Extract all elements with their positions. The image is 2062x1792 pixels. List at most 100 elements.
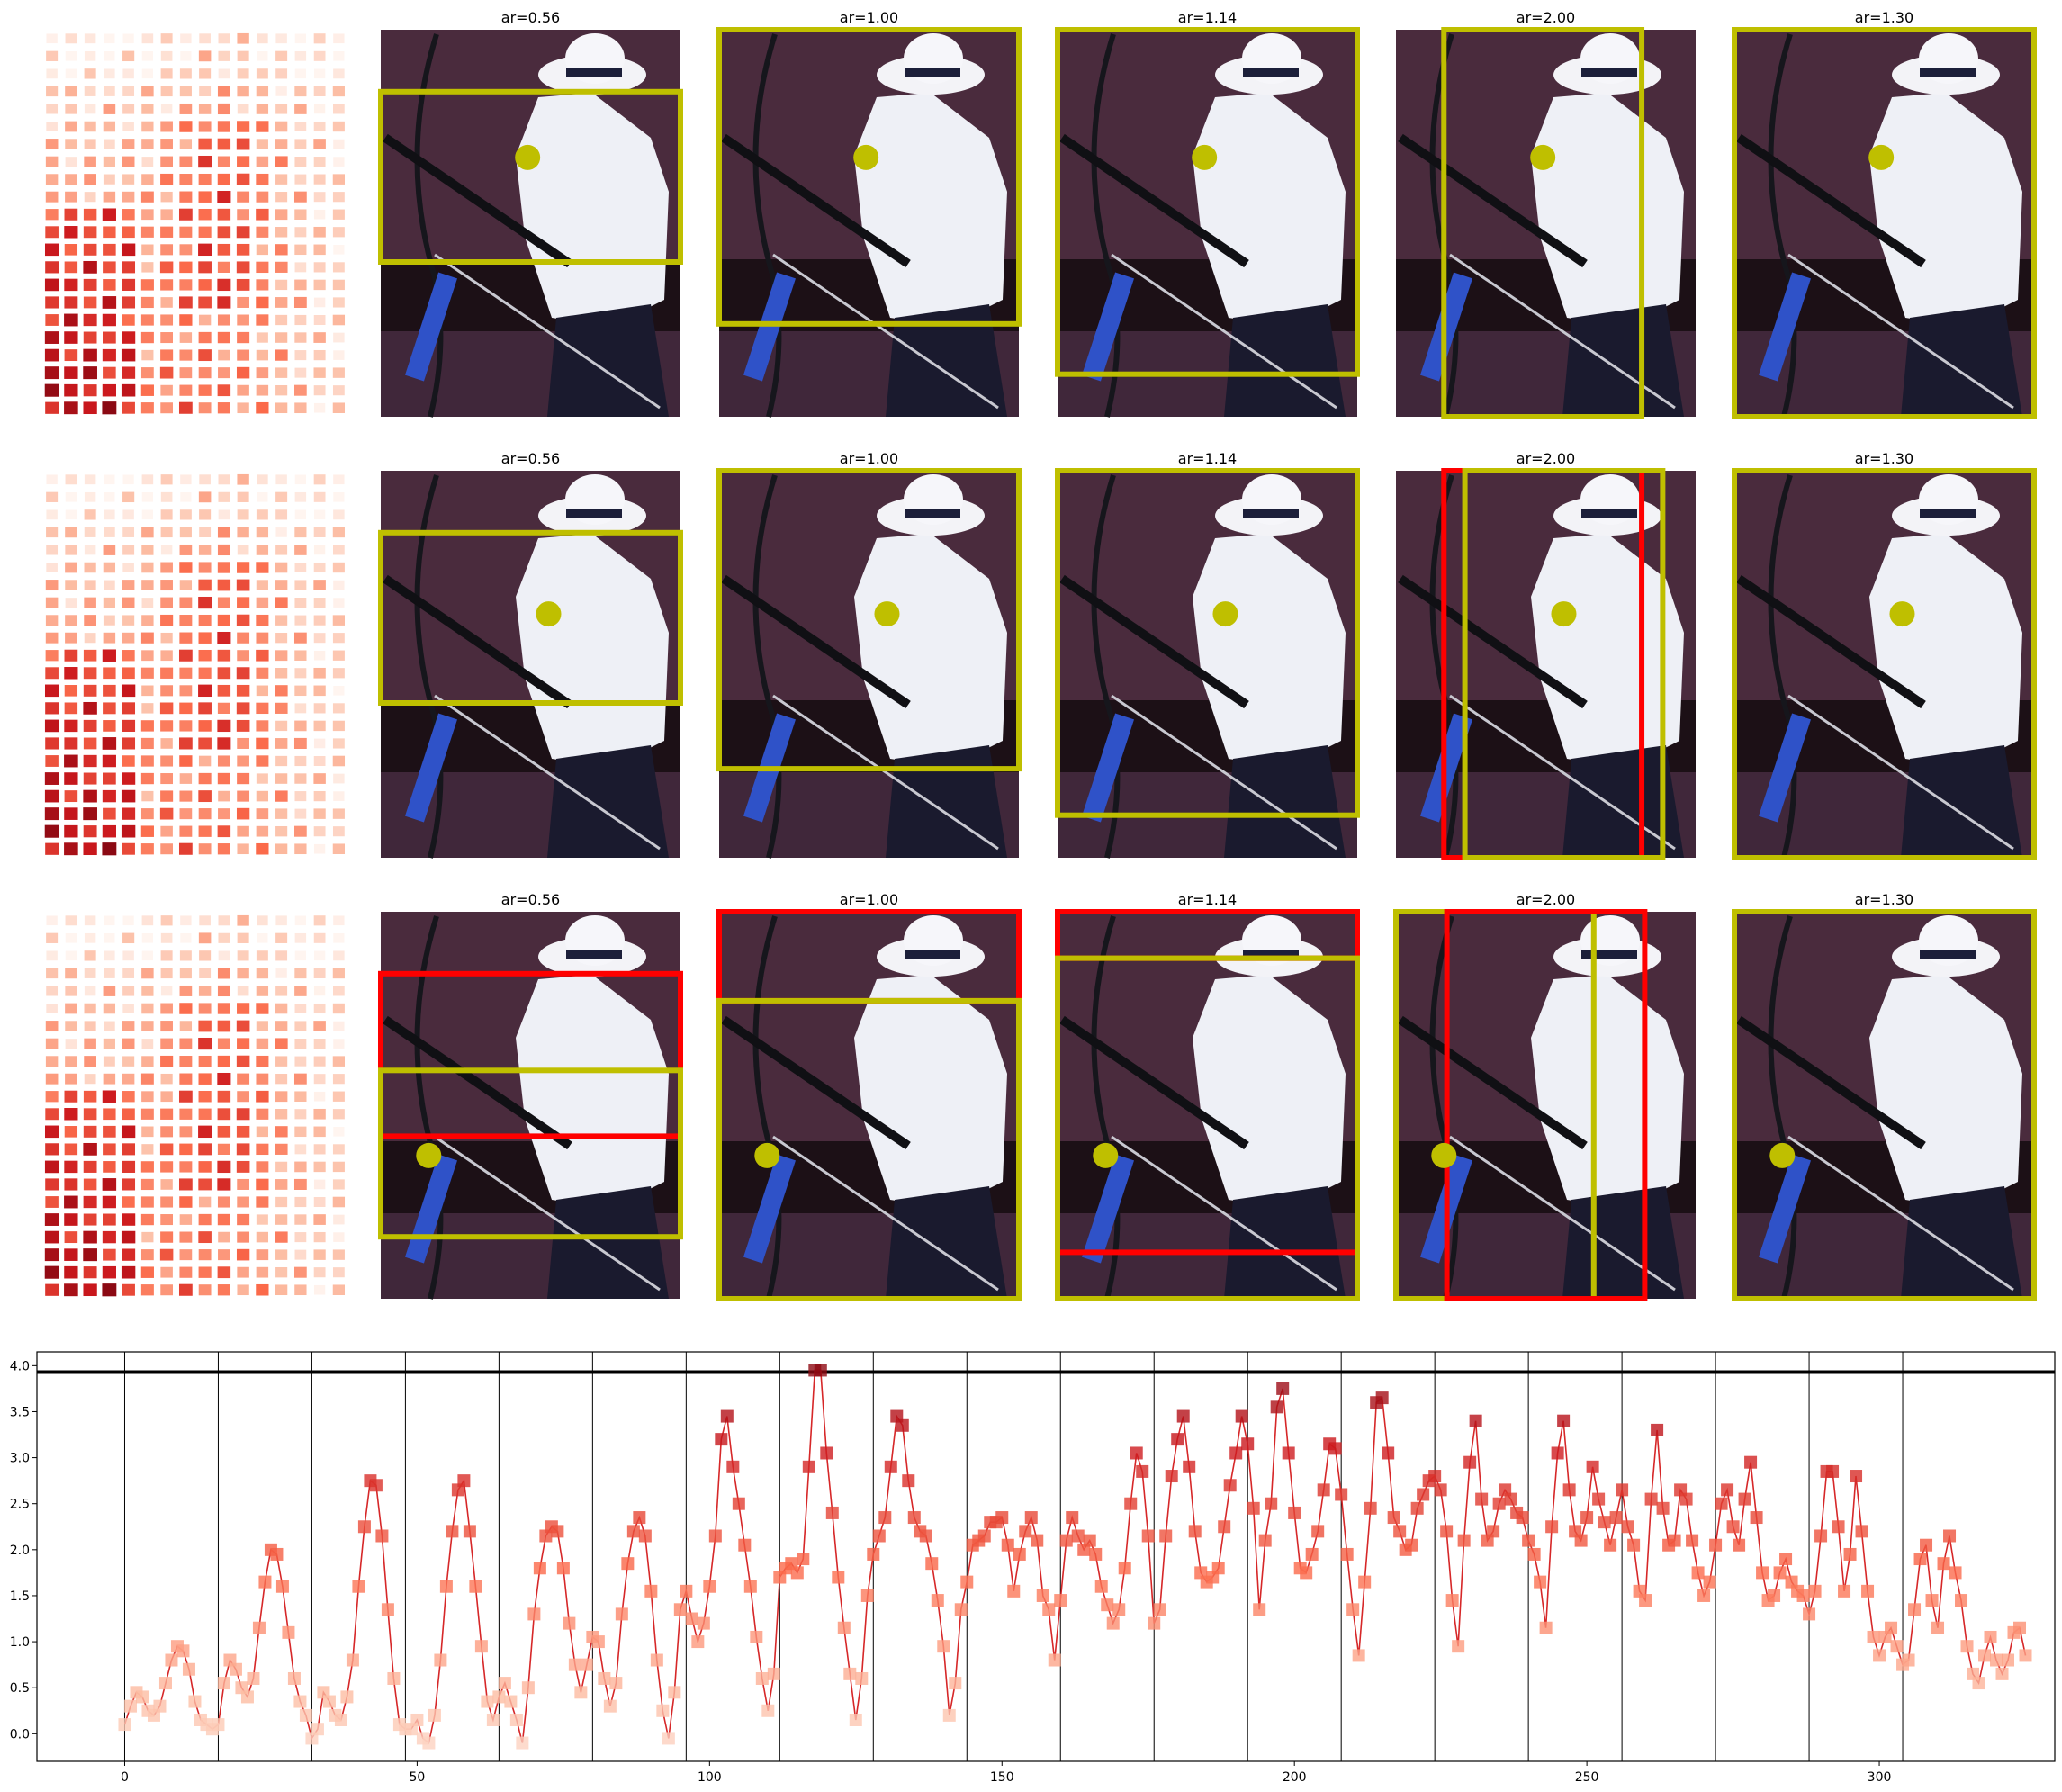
- data-point: [1013, 1547, 1026, 1561]
- anchor-marker: [1093, 1142, 1119, 1168]
- heatmap-cell: [237, 314, 249, 326]
- heatmap-cell: [294, 279, 307, 291]
- heatmap-cell: [160, 1038, 173, 1049]
- heatmap-cell: [121, 383, 136, 397]
- data-point: [1686, 1534, 1699, 1547]
- heatmap-cell: [256, 226, 269, 238]
- heatmap-cell: [104, 51, 115, 61]
- heatmap-cell: [65, 174, 77, 185]
- heatmap-cell: [333, 509, 345, 520]
- anchor-marker: [754, 1142, 780, 1168]
- heatmap-cell: [64, 824, 78, 838]
- heatmap-cell: [256, 562, 269, 573]
- data-point: [790, 1566, 804, 1580]
- heatmap-cell: [237, 104, 249, 114]
- heatmap-cell: [256, 755, 269, 767]
- heatmap-cell: [294, 350, 307, 361]
- heatmap-cell: [198, 50, 212, 62]
- heatmap-cell: [313, 1056, 326, 1067]
- bow-grip: [404, 272, 458, 382]
- y-tick-label: 4.0: [10, 1359, 30, 1373]
- heatmap-cell: [275, 121, 288, 132]
- heatmap-cell: [103, 597, 115, 608]
- heatmap-cell: [294, 332, 307, 343]
- heatmap-cell: [256, 1126, 269, 1138]
- data-point: [697, 1616, 710, 1630]
- heatmap-cell: [256, 1090, 269, 1103]
- heatmap-cell: [218, 932, 230, 943]
- heatmap-cell: [44, 824, 59, 838]
- heatmap-cell: [179, 615, 193, 626]
- heatmap-cell: [275, 668, 288, 679]
- panel-title: ar=1.00: [840, 450, 898, 467]
- heatmap-cell: [294, 598, 307, 608]
- hat-band: [1243, 68, 1299, 77]
- data-point: [2002, 1653, 2015, 1667]
- heatmap-cell: [275, 1179, 288, 1190]
- heatmap-cell: [217, 208, 231, 221]
- heatmap-cell: [237, 156, 250, 167]
- heatmap-cell: [313, 1214, 326, 1225]
- heatmap-cell: [140, 1108, 154, 1120]
- data-point: [919, 1529, 932, 1543]
- heatmap-cell: [46, 932, 59, 943]
- heatmap-cell: [198, 104, 212, 114]
- data-point: [1118, 1562, 1131, 1575]
- heatmap-cell: [217, 278, 231, 292]
- heatmap-cell: [122, 366, 136, 379]
- data-point: [1850, 1470, 1863, 1483]
- heatmap-cell: [160, 1266, 173, 1278]
- data-point: [1534, 1575, 1547, 1589]
- heatmap-cell: [45, 702, 59, 715]
- heatmap-cell: [103, 103, 116, 114]
- data-point: [1042, 1603, 1056, 1616]
- heatmap-cell: [294, 1214, 307, 1225]
- panel-r3-c3: ar=1.14: [1055, 891, 1360, 1301]
- heatmap-cell: [160, 1284, 173, 1296]
- heatmap-cell: [104, 86, 115, 96]
- heatmap-cell: [179, 103, 193, 114]
- heatmap-cell: [275, 279, 288, 291]
- heatmap-cell: [236, 173, 250, 185]
- heatmap-cell: [179, 332, 193, 343]
- heatmap-cell: [275, 1214, 288, 1225]
- heatmap-cell: [332, 1249, 345, 1260]
- heatmap-cell: [313, 332, 326, 343]
- heatmap-cell: [122, 932, 135, 944]
- heatmap-cell: [313, 1161, 326, 1173]
- heatmap-cell: [294, 1091, 307, 1103]
- heatmap-cell: [122, 191, 135, 203]
- heatmap-cell: [313, 843, 326, 854]
- heatmap-cell: [217, 1196, 230, 1208]
- heatmap-cell: [103, 121, 116, 132]
- heatmap-cell: [217, 597, 230, 608]
- data-point: [1393, 1525, 1407, 1538]
- heatmap-cell: [45, 226, 59, 239]
- anchor-marker: [1431, 1142, 1457, 1168]
- data-point: [270, 1547, 284, 1561]
- heatmap-cell: [275, 738, 288, 749]
- heatmap-cell: [44, 348, 59, 362]
- heatmap-cell: [256, 156, 269, 167]
- heatmap-cell: [83, 684, 97, 697]
- heatmap-cell: [103, 1038, 115, 1049]
- heatmap-cell: [237, 843, 249, 855]
- heatmap-cell: [217, 667, 231, 680]
- data-point: [287, 1671, 301, 1685]
- heatmap-cell: [313, 1144, 326, 1155]
- heatmap-cell: [237, 737, 249, 749]
- heatmap-cell: [294, 227, 307, 238]
- heatmap-cell: [102, 401, 117, 415]
- heatmap-cell: [198, 173, 212, 185]
- heatmap-cell: [198, 1231, 212, 1244]
- heatmap-cell: [140, 367, 154, 379]
- data-point: [1019, 1525, 1032, 1538]
- heatmap-cell: [64, 1213, 78, 1226]
- data-point: [1721, 1483, 1734, 1497]
- panel-r2-c3: ar=1.14: [1055, 450, 1360, 859]
- heatmap-cell: [313, 121, 326, 132]
- heatmap-cell: [160, 1021, 173, 1032]
- data-point: [1744, 1455, 1758, 1469]
- archer-trousers: [886, 1186, 1007, 1299]
- heatmap-cell: [236, 261, 250, 274]
